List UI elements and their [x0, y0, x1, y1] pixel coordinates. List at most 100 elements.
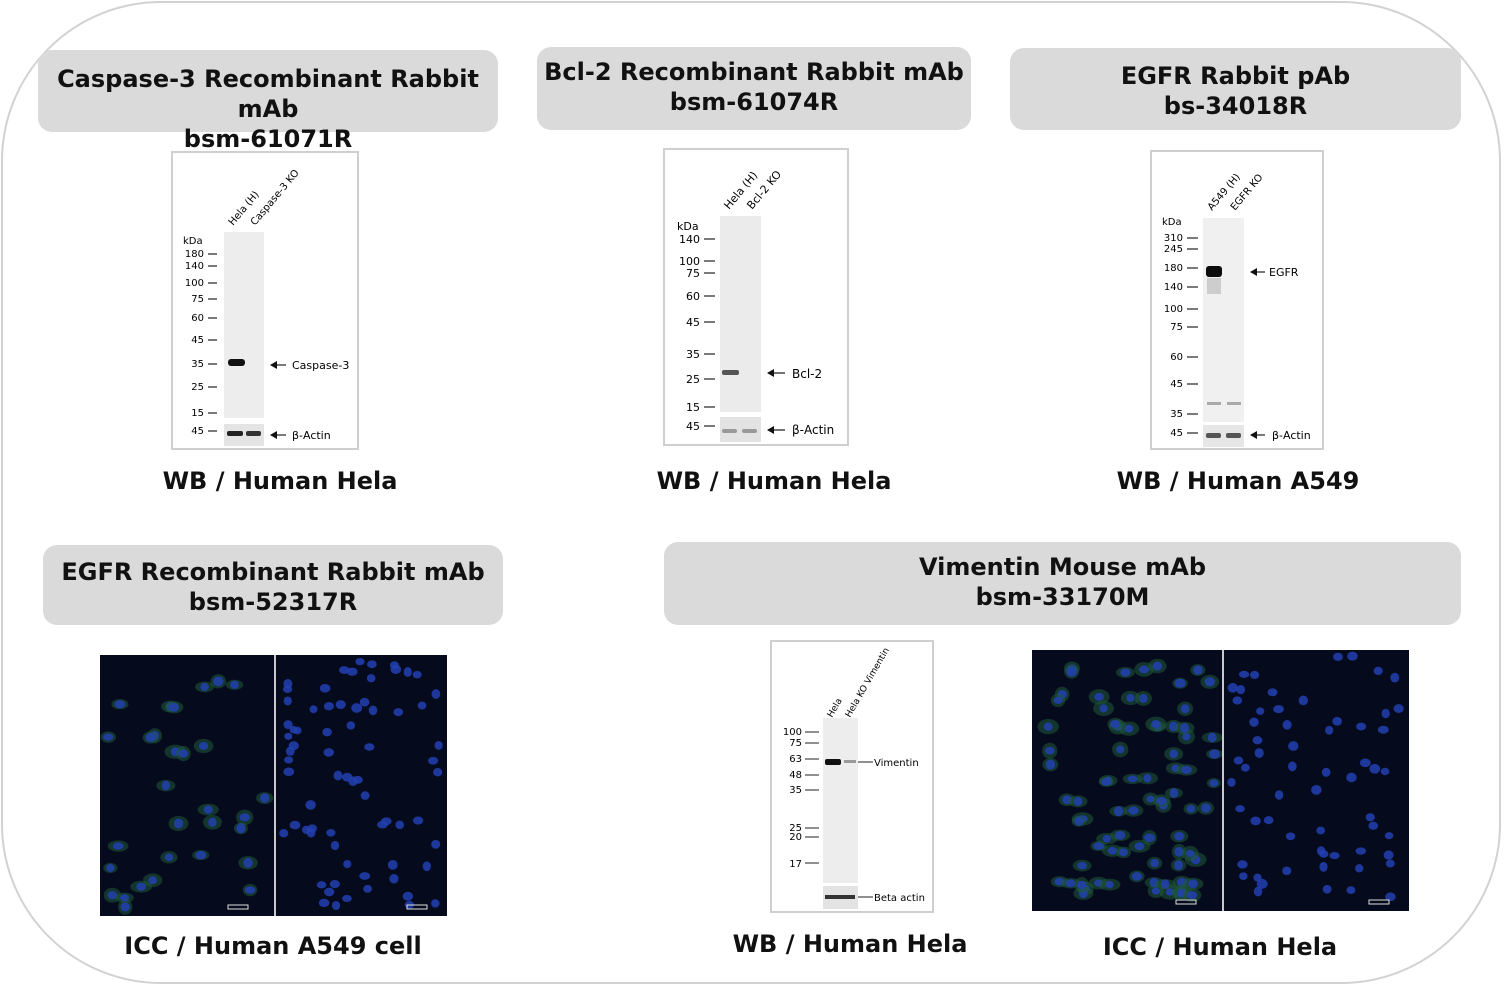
cell-nucleus	[389, 874, 399, 884]
marker-label: 35	[1170, 409, 1183, 420]
marker-label: 45	[686, 420, 700, 433]
cell-nucleus	[1107, 846, 1118, 855]
marker-label: 180	[1164, 263, 1183, 274]
cell-nucleus	[1186, 804, 1196, 813]
cell-nucleus	[434, 740, 443, 750]
cell-nucleus	[239, 813, 250, 822]
cell-nucleus	[283, 696, 292, 706]
cell-nucleus	[390, 664, 402, 674]
cell-nucleus	[1346, 772, 1357, 783]
cell-nucleus	[331, 900, 341, 911]
marker-label: 75	[1170, 322, 1183, 333]
loading-control-label: β-Actin	[792, 423, 834, 437]
cell-nucleus	[1201, 803, 1211, 813]
cell-nucleus	[1298, 695, 1308, 706]
cell-nucleus	[1383, 850, 1394, 860]
cell-nucleus	[412, 670, 422, 679]
catalog-number: bsm-61074R	[669, 88, 839, 116]
loading-control-label: β-Actin	[292, 429, 331, 442]
cell-nucleus	[1311, 784, 1322, 795]
icc-fluorescence-image-a549	[100, 655, 447, 916]
cell-nucleus	[1053, 696, 1063, 705]
catalog-number: bs-34018R	[1163, 92, 1308, 120]
marker-label: 25	[191, 382, 204, 393]
cell-nucleus	[1252, 736, 1263, 745]
target-band-label: Vimentin	[874, 758, 919, 769]
marker-label: 45	[1170, 379, 1183, 390]
loading-control-label: β-Actin	[1272, 429, 1311, 442]
cell-nucleus	[1043, 722, 1053, 731]
marker-label: 45	[191, 426, 204, 437]
marker-label: 20	[789, 832, 802, 843]
cell-nucleus	[120, 902, 130, 912]
cell-nucleus	[1282, 866, 1292, 876]
cell-nucleus	[366, 674, 376, 683]
cell-nucleus	[368, 705, 378, 716]
cell-nucleus	[1065, 879, 1076, 888]
kda-label: kDa	[677, 220, 699, 233]
caption-caspase3: WB / Human Hela	[162, 467, 398, 495]
marker-label: 35	[191, 359, 204, 370]
cell-nucleus	[1187, 879, 1198, 889]
cell-nucleus	[333, 770, 343, 781]
cell-nucleus	[283, 767, 295, 777]
marker-label: 60	[191, 313, 204, 324]
panel-title: EGFR Recombinant Rabbit mAb	[61, 558, 485, 586]
cell-nucleus	[178, 749, 189, 758]
cell-nucleus	[323, 702, 334, 711]
cell-nucleus	[1385, 892, 1396, 902]
cell-nucleus	[230, 680, 239, 689]
cell-nucleus	[431, 839, 441, 849]
cell-nucleus	[393, 708, 404, 717]
scale-bar	[1175, 899, 1197, 905]
cell-nucleus	[1249, 717, 1259, 727]
cell-nucleus	[322, 727, 332, 737]
marker-label: 180	[185, 249, 204, 260]
cell-nucleus	[359, 697, 370, 707]
cell-nucleus	[1146, 795, 1155, 803]
cell-nucleus	[289, 820, 301, 830]
cell-nucleus	[1174, 831, 1185, 841]
cell-nucleus	[1236, 684, 1246, 695]
cell-nucleus	[213, 676, 224, 687]
cell-nucleus	[355, 657, 365, 666]
cell-nucleus	[173, 818, 184, 829]
cell-nucleus	[307, 824, 318, 833]
cell-nucleus	[1373, 666, 1383, 676]
caption-bcl2: WB / Human Hela	[656, 467, 892, 495]
cell-nucleus	[1227, 683, 1239, 693]
cell-nucleus	[243, 857, 253, 868]
cell-nucleus	[259, 793, 270, 803]
cell-nucleus	[1384, 832, 1394, 840]
cell-nucleus	[1156, 796, 1167, 805]
cell-nucleus	[343, 859, 352, 869]
cell-nucleus	[1359, 758, 1371, 768]
cell-nucleus	[112, 842, 124, 850]
cell-nucleus	[309, 705, 318, 714]
panel-title: EGFR Rabbit pAb	[1120, 62, 1351, 90]
marker-label: 75	[191, 294, 204, 305]
cell-nucleus	[316, 881, 327, 889]
cell-nucleus	[417, 701, 427, 710]
cell-nucleus	[323, 748, 335, 757]
cell-nucleus	[120, 894, 130, 902]
cell-nucleus	[1174, 678, 1186, 688]
catalog-number: bsm-33170M	[975, 583, 1150, 611]
western-blot-caspase3: Hela (H) Caspase-3 KO kDa 180 140 100 75…	[171, 151, 359, 450]
cell-nucleus	[1182, 732, 1191, 741]
cell-nucleus	[318, 898, 330, 908]
cell-nucleus	[428, 756, 439, 765]
cell-nucleus	[1319, 861, 1328, 872]
cell-nucleus	[1143, 773, 1152, 783]
cell-nucleus	[1316, 846, 1326, 856]
marker-label: 60	[1170, 352, 1183, 363]
lane-label: Hela	[826, 697, 845, 720]
marker-label: 45	[1170, 428, 1183, 439]
cell-nucleus	[403, 667, 412, 677]
cell-nucleus	[342, 894, 352, 903]
cell-nucleus	[145, 733, 156, 743]
cell-nucleus	[431, 899, 440, 908]
marker-label: 25	[686, 373, 700, 386]
marker-label: 15	[686, 401, 700, 414]
cell-nucleus	[1385, 859, 1395, 868]
